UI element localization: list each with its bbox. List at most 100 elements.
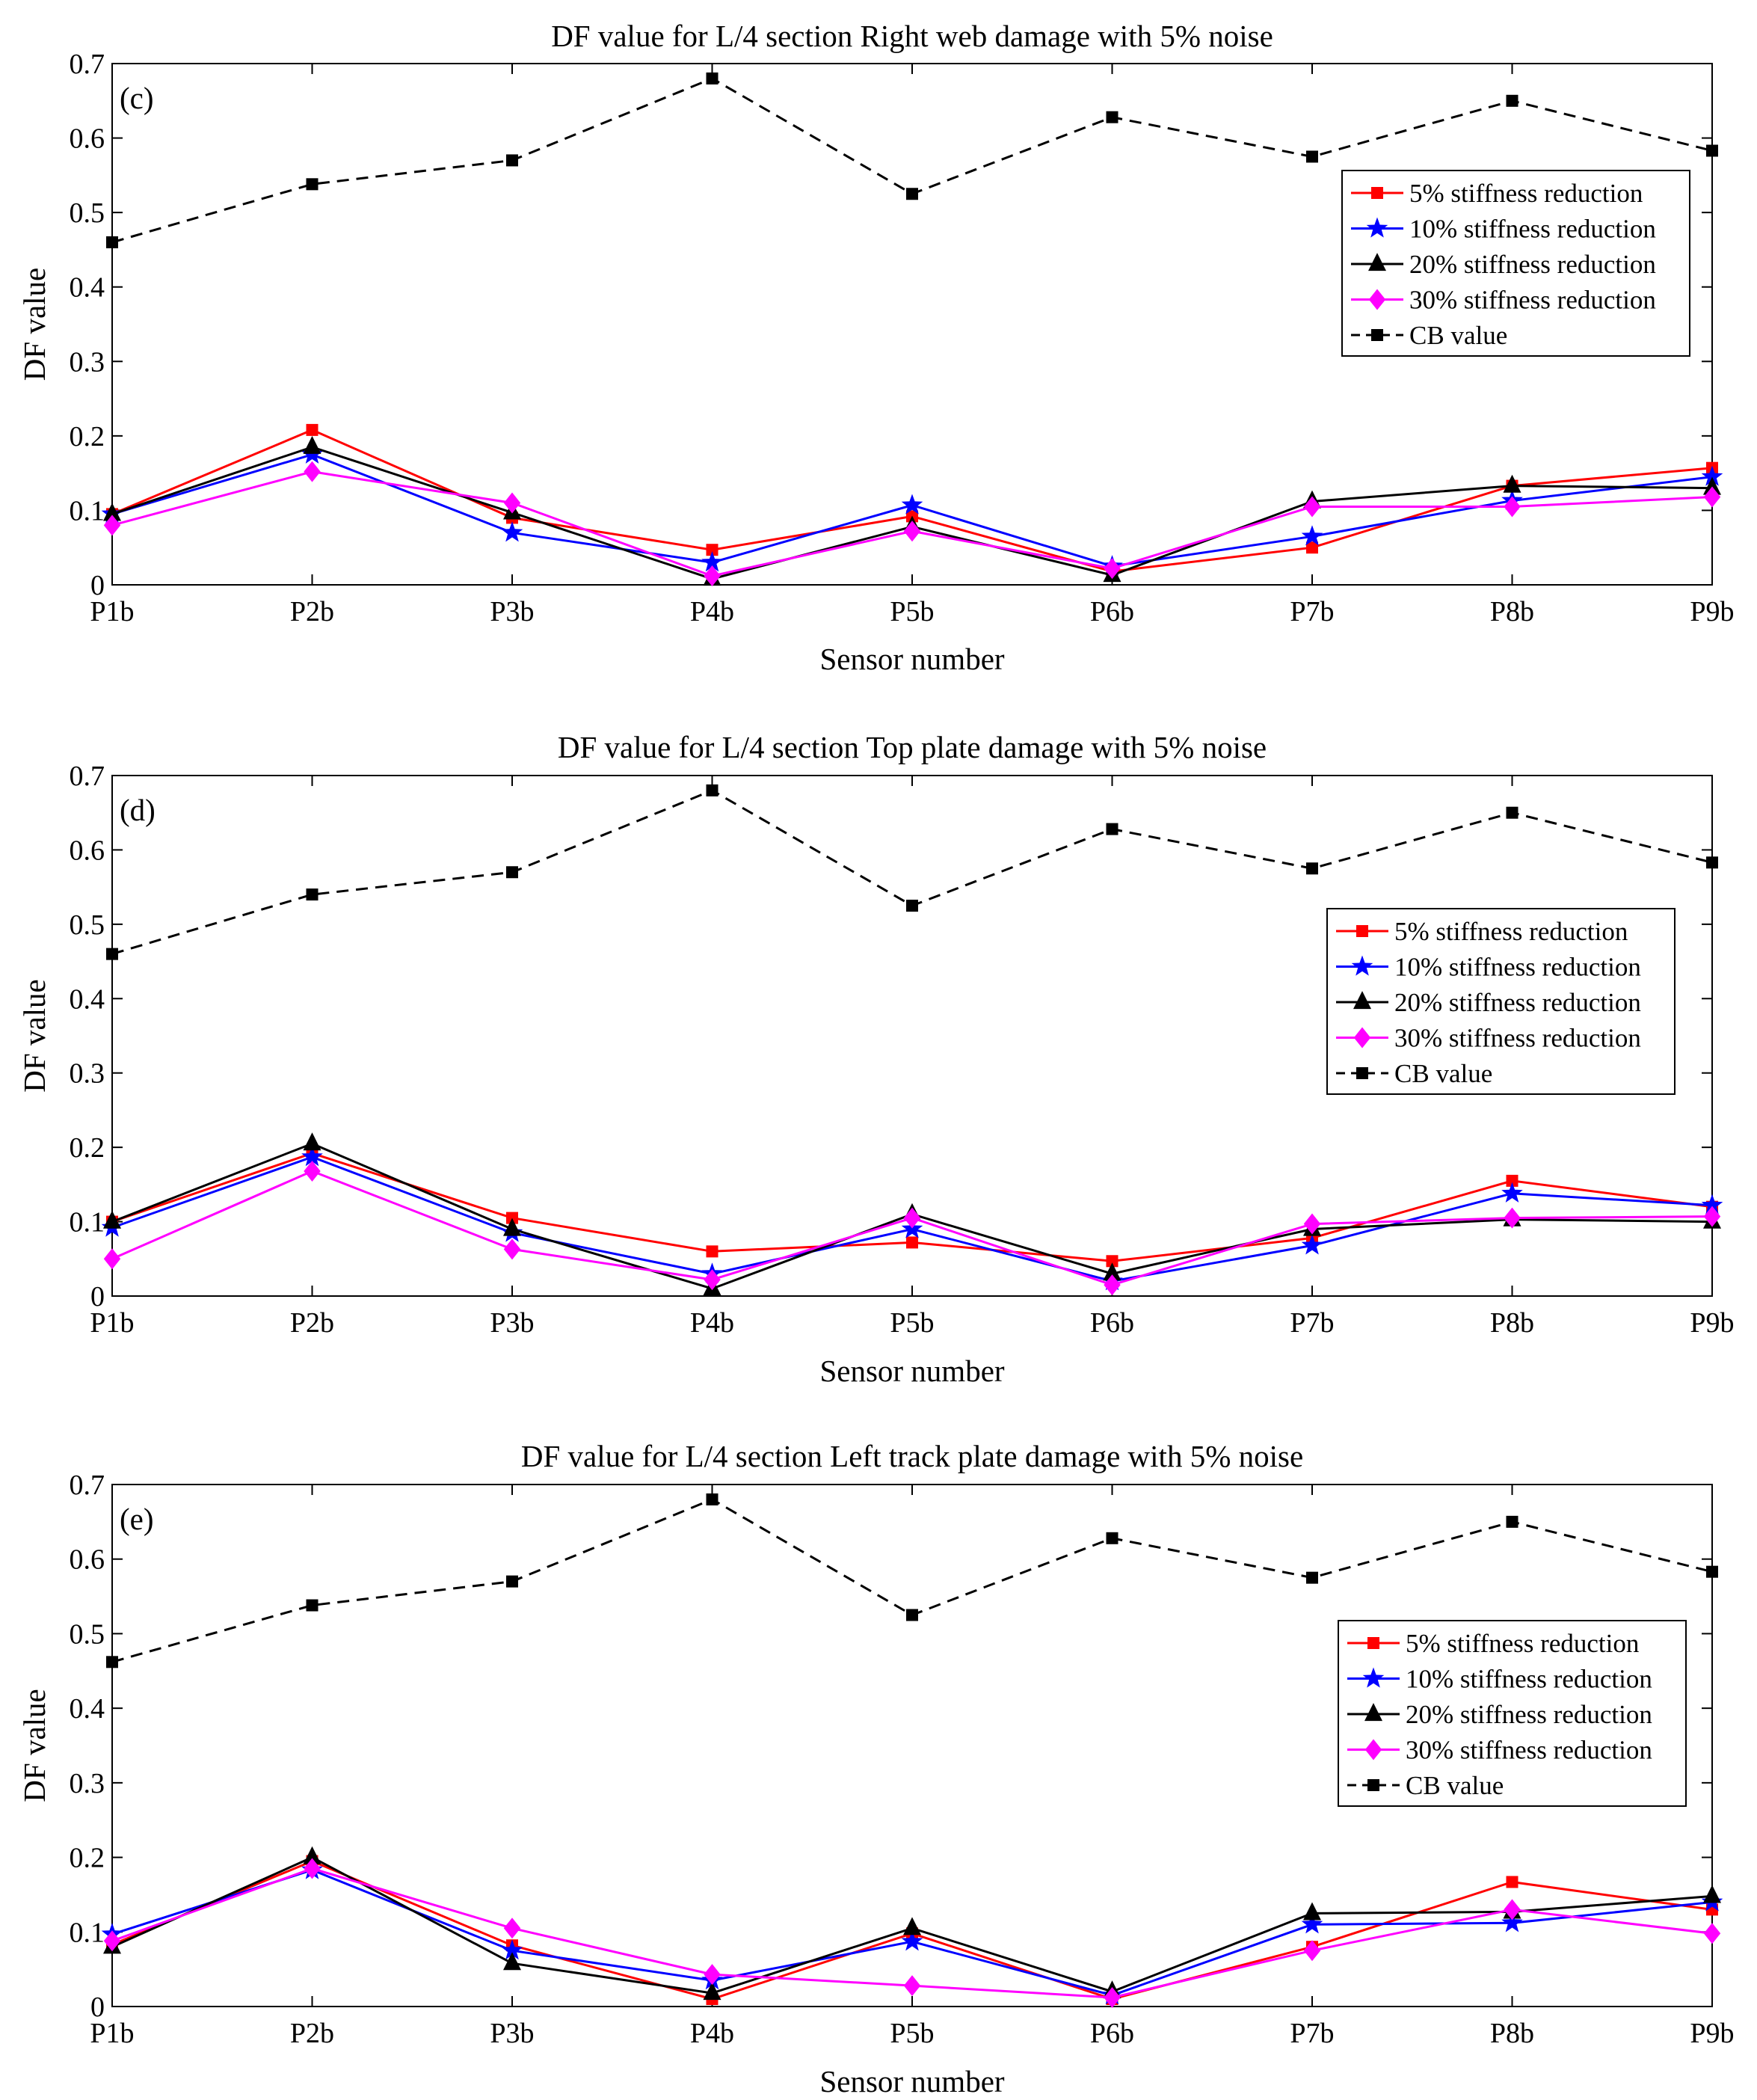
legend-label-30pct: 30% stiffness reduction	[1394, 1024, 1641, 1053]
x-tick-label: P5b	[890, 596, 934, 627]
x-tick-label: P5b	[890, 2018, 934, 2049]
legend-label-20pct: 20% stiffness reduction	[1409, 250, 1656, 279]
legend-label-30pct: 30% stiffness reduction	[1406, 1736, 1652, 1765]
data-point-30pct	[903, 1975, 921, 1997]
y-tick-label: 0.3	[70, 1058, 105, 1090]
legend-marker-cb	[1356, 1067, 1368, 1079]
x-tick-label: P2b	[290, 596, 334, 627]
data-point-30pct	[1104, 1987, 1121, 2009]
data-point-cb	[706, 72, 719, 85]
data-point-30pct	[1504, 1207, 1521, 1229]
data-point-20pct	[303, 1132, 321, 1151]
data-point-cb	[1306, 862, 1318, 875]
data-point-30pct	[103, 1930, 121, 1952]
x-tick-label: P8b	[1490, 596, 1534, 627]
x-tick-label: P3b	[490, 1307, 534, 1339]
data-point-20pct	[103, 503, 121, 521]
data-point-5pct	[506, 1212, 518, 1224]
y-tick-label: 0	[90, 1992, 105, 2023]
data-point-30pct	[503, 1238, 521, 1260]
data-point-cb	[506, 866, 518, 879]
chart-panel-e: DF value for L/4 section Left track plat…	[17, 1439, 1735, 2099]
data-point-20pct	[503, 1218, 521, 1236]
legend-marker-cb	[1367, 1779, 1379, 1791]
x-tick-label: P8b	[1490, 2018, 1534, 2049]
data-point-5pct	[1106, 1255, 1118, 1268]
chart-title: DF value for L/4 section Right web damag…	[551, 19, 1273, 53]
series-30pct	[103, 1160, 1721, 1296]
x-axis-label: Sensor number	[819, 642, 1004, 676]
y-tick-label: 0.4	[70, 272, 105, 304]
data-point-20pct	[903, 1917, 921, 1935]
data-point-10pct	[301, 1146, 323, 1167]
y-tick-label: 0.5	[70, 909, 105, 941]
x-tick-label: P2b	[290, 2018, 334, 2049]
data-point-30pct	[1104, 1274, 1121, 1296]
data-point-30pct	[1504, 496, 1521, 518]
data-point-20pct	[703, 1982, 721, 2001]
data-point-30pct	[704, 1964, 721, 1986]
y-tick-label: 0	[90, 1281, 105, 1312]
data-point-30pct	[704, 1269, 721, 1291]
y-tick-label: 0.3	[70, 1768, 105, 1799]
data-point-10pct	[1501, 1912, 1523, 1932]
data-point-20pct	[1103, 1262, 1121, 1281]
data-point-10pct	[1501, 1182, 1523, 1203]
x-tick-label: P7b	[1290, 1307, 1334, 1339]
x-axis-label: Sensor number	[819, 1354, 1004, 1388]
legend-label-cb: CB value	[1406, 1771, 1504, 1800]
panel-tag: (c)	[120, 81, 154, 115]
data-point-10pct	[1301, 1913, 1323, 1934]
data-point-cb	[1106, 823, 1118, 835]
data-point-20pct	[1503, 474, 1521, 493]
y-tick-label: 0.5	[70, 1618, 105, 1650]
legend-marker-30pct	[1364, 1739, 1382, 1760]
data-point-cb	[106, 236, 118, 248]
data-point-cb	[1106, 1532, 1118, 1544]
series-cb	[106, 784, 1718, 960]
data-point-cb	[1506, 806, 1518, 819]
legend-marker-10pct	[1351, 955, 1373, 976]
series-30pct	[103, 461, 1721, 587]
chart-title: DF value for L/4 section Top plate damag…	[558, 730, 1267, 764]
x-tick-label: P4b	[690, 2018, 734, 2049]
data-point-cb	[1106, 111, 1118, 123]
x-tick-label: P1b	[90, 1307, 134, 1339]
data-point-30pct	[704, 565, 721, 587]
data-point-10pct	[1301, 1234, 1323, 1255]
data-point-20pct	[1303, 1902, 1321, 1921]
x-tick-label: P2b	[290, 1307, 334, 1339]
y-tick-label: 0.2	[70, 421, 105, 452]
series-cb	[106, 72, 1718, 248]
y-tick-label: 0.7	[70, 49, 105, 80]
data-point-10pct	[901, 1930, 923, 1951]
data-point-cb	[706, 1493, 719, 1505]
data-point-30pct	[103, 1248, 121, 1270]
x-tick-label: P9b	[1690, 1307, 1734, 1339]
data-point-10pct	[901, 494, 923, 515]
data-point-30pct	[1504, 1899, 1521, 1921]
x-tick-label: P9b	[1690, 596, 1734, 627]
data-point-30pct	[304, 1858, 321, 1879]
data-point-30pct	[1303, 1940, 1321, 1962]
data-point-5pct	[706, 1245, 719, 1258]
panel-tag: (e)	[120, 1502, 154, 1536]
x-tick-label: P3b	[490, 596, 534, 627]
legend-marker-5pct	[1371, 187, 1383, 199]
y-axis-label: DF value	[17, 1689, 52, 1802]
legend-marker-10pct	[1362, 1667, 1385, 1688]
y-tick-label: 0.2	[70, 1843, 105, 1874]
data-point-10pct	[1701, 465, 1723, 486]
data-point-10pct	[701, 551, 723, 572]
y-tick-label: 0.4	[70, 983, 105, 1015]
legend: 5% stiffness reduction 10% stiffness redu…	[1326, 908, 1676, 1095]
legend-label-10pct: 10% stiffness reduction	[1394, 953, 1641, 982]
y-tick-label: 0.6	[70, 1544, 105, 1576]
data-point-20pct	[503, 1952, 521, 1971]
chart-title: DF value for L/4 section Left track plat…	[521, 1439, 1303, 1473]
data-point-5pct	[306, 423, 319, 436]
data-point-30pct	[903, 1207, 921, 1229]
data-point-20pct	[103, 1210, 121, 1229]
legend-label-30pct: 30% stiffness reduction	[1409, 286, 1656, 315]
